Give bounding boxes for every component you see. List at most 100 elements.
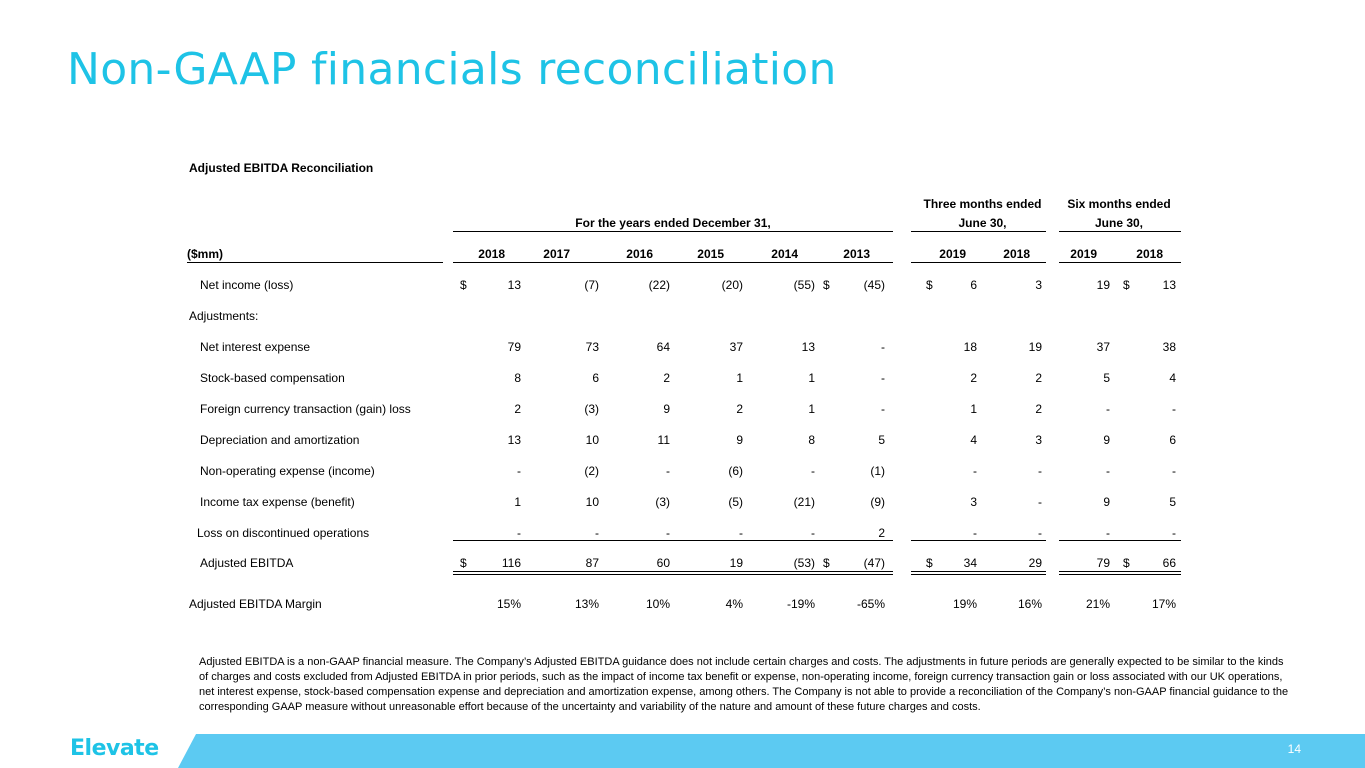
table-cell: -	[881, 402, 885, 416]
table-cell: -	[1172, 526, 1176, 540]
years-group-header: For the years ended December 31,	[575, 216, 771, 230]
table-cell: 3	[1035, 278, 1042, 292]
table-cell: 2	[514, 402, 521, 416]
table-cell: -19%	[786, 597, 815, 611]
table-cell: 10	[585, 433, 599, 447]
dollar-sign: $	[823, 278, 830, 292]
table-cell: -	[1038, 526, 1042, 540]
table-cell: -	[1106, 402, 1110, 416]
table-cell: 87	[585, 556, 599, 570]
page-number: 14	[1287, 742, 1301, 756]
column-header-1: 2017	[543, 247, 570, 261]
unit-label: ($mm)	[187, 247, 224, 261]
table-cell: (3)	[655, 495, 670, 509]
six-months-date: June 30,	[1094, 216, 1144, 230]
years-group-underline	[453, 231, 893, 232]
row-label: Adjustments:	[189, 309, 259, 323]
table-cell: 5	[878, 433, 885, 447]
table-cell: (9)	[870, 495, 885, 509]
table-cell: (5)	[728, 495, 743, 509]
row-label: Non-operating expense (income)	[200, 464, 375, 478]
column-header-4: 2014	[771, 247, 798, 261]
table-cell: 60	[656, 556, 670, 570]
table-cell: 64	[656, 340, 670, 354]
dollar-sign: $	[926, 278, 933, 292]
table-cell: (53)	[793, 556, 815, 570]
table-cell: -	[666, 526, 670, 540]
table-cell: (45)	[863, 278, 885, 292]
column-header-6: 2019	[939, 247, 966, 261]
table-cell: -	[1106, 464, 1110, 478]
table-cell: -	[1038, 464, 1042, 478]
column-header-2: 2016	[626, 247, 653, 261]
column-header-8: 2019	[1070, 247, 1097, 261]
table-cell: (6)	[728, 464, 743, 478]
row-label: Net interest expense	[200, 340, 311, 354]
table-cell: 9	[1103, 433, 1110, 447]
table-cell: 2	[736, 402, 743, 416]
table-cell: 34	[963, 556, 977, 570]
table-cell: 79	[1096, 556, 1110, 570]
table-cell: 9	[663, 402, 670, 416]
table-cell: -	[1172, 402, 1176, 416]
table-cell: 9	[736, 433, 743, 447]
column-header-7: 2018	[1003, 247, 1030, 261]
table-cell: 9	[1103, 495, 1110, 509]
table-cell: 8	[808, 433, 815, 447]
header-underline-years	[453, 262, 893, 263]
column-header-5: 2013	[843, 247, 870, 261]
table-cell: 2	[970, 371, 977, 385]
table-cell: 73	[585, 340, 599, 354]
row-label: Adjusted EBITDA Margin	[189, 597, 322, 611]
table-cell: -	[973, 464, 977, 478]
table-cell: -	[666, 464, 670, 478]
table-cell: (7)	[584, 278, 599, 292]
table-cell: -	[1172, 464, 1176, 478]
table-cell: 37	[729, 340, 743, 354]
table-cell: 116	[501, 556, 521, 570]
table-cell: (22)	[648, 278, 670, 292]
column-header-3: 2015	[697, 247, 724, 261]
table-cell: 5	[1103, 371, 1110, 385]
table-cell: 19	[1096, 278, 1110, 292]
table-cell: 5	[1169, 495, 1176, 509]
page-title: Non-GAAP financials reconciliation	[67, 44, 837, 95]
subtotal-line-years	[453, 540, 893, 541]
table-cell: -	[881, 371, 885, 385]
total-double-line-three-1	[911, 574, 1046, 575]
total-double-line-years-1	[453, 574, 893, 575]
table-cell: -	[595, 526, 599, 540]
table-cell: -	[1106, 526, 1110, 540]
table-cell: (3)	[584, 402, 599, 416]
three-months-date: June 30,	[958, 216, 1007, 230]
footer-bar	[178, 734, 1365, 768]
table-cell: -	[811, 526, 815, 540]
table-cell: 6	[970, 278, 977, 292]
table-cell: 1	[808, 402, 815, 416]
table-cell: 13%	[574, 597, 599, 611]
total-double-line-three-0	[911, 571, 1046, 572]
table-cell: 2	[663, 371, 670, 385]
table-cell: (21)	[793, 495, 815, 509]
six-months-header: Six months ended	[1067, 197, 1171, 211]
row-label: Loss on discontinued operations	[197, 526, 370, 540]
table-cell: 1	[808, 371, 815, 385]
table-cell: 4	[1169, 371, 1176, 385]
table-cell: -	[1038, 495, 1042, 509]
table-cell: 38	[1162, 340, 1176, 354]
row-label: Depreciation and amortization	[200, 433, 360, 447]
table-cell: 10%	[645, 597, 670, 611]
table-cell: -	[739, 526, 743, 540]
table-cell: 18	[963, 340, 977, 354]
dollar-sign: $	[460, 278, 467, 292]
table-cell: 4%	[725, 597, 743, 611]
column-header-0: 2018	[478, 247, 505, 261]
table-cell: 16%	[1017, 597, 1042, 611]
table-cell: 13	[507, 278, 521, 292]
table-cell: 6	[592, 371, 599, 385]
table-cell: 15%	[496, 597, 521, 611]
table-cell: -65%	[856, 597, 885, 611]
table-cell: -	[517, 464, 521, 478]
table-cell: 2	[878, 526, 885, 540]
table-cell: 19%	[952, 597, 977, 611]
